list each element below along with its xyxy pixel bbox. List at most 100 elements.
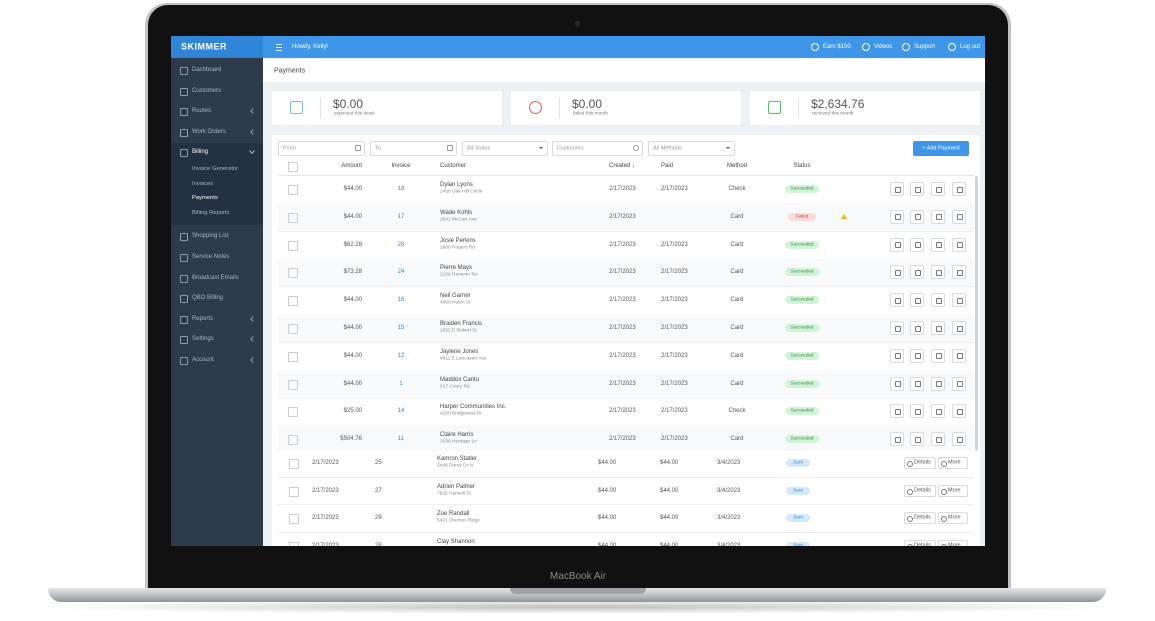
action-button[interactable] [952, 237, 966, 252]
checkbox[interactable] [289, 514, 299, 524]
checkbox[interactable] [288, 407, 298, 418]
action-button[interactable] [890, 404, 904, 419]
action-button[interactable] [952, 348, 966, 363]
nav-item[interactable]: Routes [192, 108, 212, 115]
action-button[interactable] [910, 376, 924, 391]
sub-nav-item[interactable]: Invoices [192, 180, 214, 187]
action-button[interactable] [931, 321, 945, 335]
invoice-link[interactable]: 11 [397, 436, 405, 443]
action-button[interactable] [931, 209, 945, 224]
action-button[interactable] [952, 404, 966, 419]
filter-input[interactable] [370, 141, 457, 156]
action-button[interactable] [890, 237, 904, 252]
nav-item[interactable]: Dashboard [192, 67, 222, 73]
checkbox[interactable] [289, 541, 299, 546]
action-button[interactable] [890, 209, 904, 224]
nav-item[interactable]: Billing [192, 149, 209, 156]
checkbox[interactable] [288, 185, 298, 195]
action-button[interactable] [890, 293, 904, 308]
action-button[interactable] [890, 432, 904, 447]
checkbox[interactable] [288, 324, 298, 334]
checkbox[interactable] [288, 240, 298, 251]
header-link[interactable]: Support [914, 44, 936, 50]
add-button[interactable] [913, 141, 969, 156]
action-button[interactable] [952, 321, 966, 335]
sub-nav-item[interactable]: Payments [192, 195, 218, 202]
checkbox[interactable] [288, 435, 298, 446]
action-button[interactable] [931, 265, 945, 280]
checkbox[interactable] [288, 351, 298, 362]
action-button[interactable] [938, 539, 968, 546]
action-button[interactable] [910, 321, 924, 335]
action-button[interactable] [910, 209, 924, 224]
action-button[interactable] [952, 293, 966, 308]
action-button[interactable] [890, 321, 904, 335]
action-button[interactable] [890, 182, 904, 196]
nav-item[interactable]: Reports [192, 315, 214, 322]
invoice-link[interactable]: 28 [397, 241, 405, 248]
action-label[interactable]: More [948, 486, 961, 493]
invoice-link[interactable]: 12 [397, 352, 405, 359]
action-button[interactable] [931, 376, 945, 391]
action-label[interactable]: Details [914, 514, 931, 521]
action-button[interactable] [952, 376, 966, 391]
action-button[interactable] [910, 348, 924, 363]
invoice-link[interactable]: 17 [397, 213, 405, 220]
action-label[interactable]: Details [914, 486, 931, 493]
action-label[interactable]: More [948, 541, 961, 546]
nav-item[interactable]: Service Notes [192, 254, 230, 260]
invoice-link[interactable]: 16 [397, 297, 405, 304]
sub-nav-item[interactable]: Billing Reports [192, 209, 230, 216]
nav-item[interactable]: Account [192, 357, 214, 363]
checkbox[interactable] [288, 212, 298, 223]
nav-item[interactable]: Settings [192, 336, 214, 343]
add-button-label[interactable]: + Add Payment [922, 144, 960, 151]
action-button[interactable] [890, 265, 904, 280]
filter-input[interactable] [648, 141, 735, 156]
header-link[interactable]: Videos [874, 44, 893, 50]
action-button[interactable] [952, 182, 966, 196]
action-button[interactable] [931, 432, 945, 447]
action-button[interactable] [931, 182, 945, 196]
checkbox[interactable] [288, 162, 298, 172]
action-button[interactable] [931, 404, 945, 419]
action-button[interactable] [952, 265, 966, 280]
invoice-link[interactable]: 15 [397, 325, 405, 331]
checkbox[interactable] [289, 486, 299, 497]
header-link[interactable]: Earn $150 [823, 44, 851, 50]
filter-input[interactable] [552, 141, 643, 156]
invoice-link[interactable]: 1 [399, 380, 403, 387]
action-button[interactable] [952, 209, 966, 224]
action-button[interactable] [904, 539, 936, 546]
action-button[interactable] [910, 265, 924, 280]
action-button[interactable] [931, 237, 945, 252]
action-button[interactable] [910, 237, 924, 252]
action-button[interactable] [931, 293, 945, 308]
checkbox[interactable] [289, 459, 299, 469]
nav-item[interactable]: Shopping List [192, 233, 229, 240]
action-button[interactable] [910, 182, 924, 196]
invoice-link[interactable]: 14 [397, 408, 405, 415]
checkbox[interactable] [288, 296, 298, 307]
action-button[interactable] [952, 432, 966, 447]
nav-item[interactable]: Customers [192, 87, 222, 94]
action-label[interactable]: More [948, 514, 961, 521]
invoice-link[interactable]: 24 [397, 269, 405, 276]
checkbox[interactable] [288, 379, 298, 390]
action-button[interactable] [931, 348, 945, 363]
nav-item[interactable]: Broadcast Emails [192, 274, 239, 281]
action-button[interactable] [910, 432, 924, 447]
filter-input[interactable] [278, 141, 365, 156]
sub-nav-item[interactable]: Invoice Generator [192, 166, 239, 173]
action-label[interactable]: More [948, 459, 961, 466]
action-button[interactable] [910, 404, 924, 419]
action-label[interactable]: Details [914, 459, 931, 466]
filter-input[interactable] [462, 141, 548, 156]
nav-item[interactable]: Work Orders [192, 128, 226, 135]
invoice-link[interactable]: 18 [397, 186, 405, 192]
action-button[interactable] [910, 293, 924, 308]
checkbox[interactable] [288, 268, 298, 279]
action-label[interactable]: Details [914, 541, 931, 546]
nav-item[interactable]: QBO Billing [192, 295, 224, 302]
action-button[interactable] [890, 348, 904, 363]
